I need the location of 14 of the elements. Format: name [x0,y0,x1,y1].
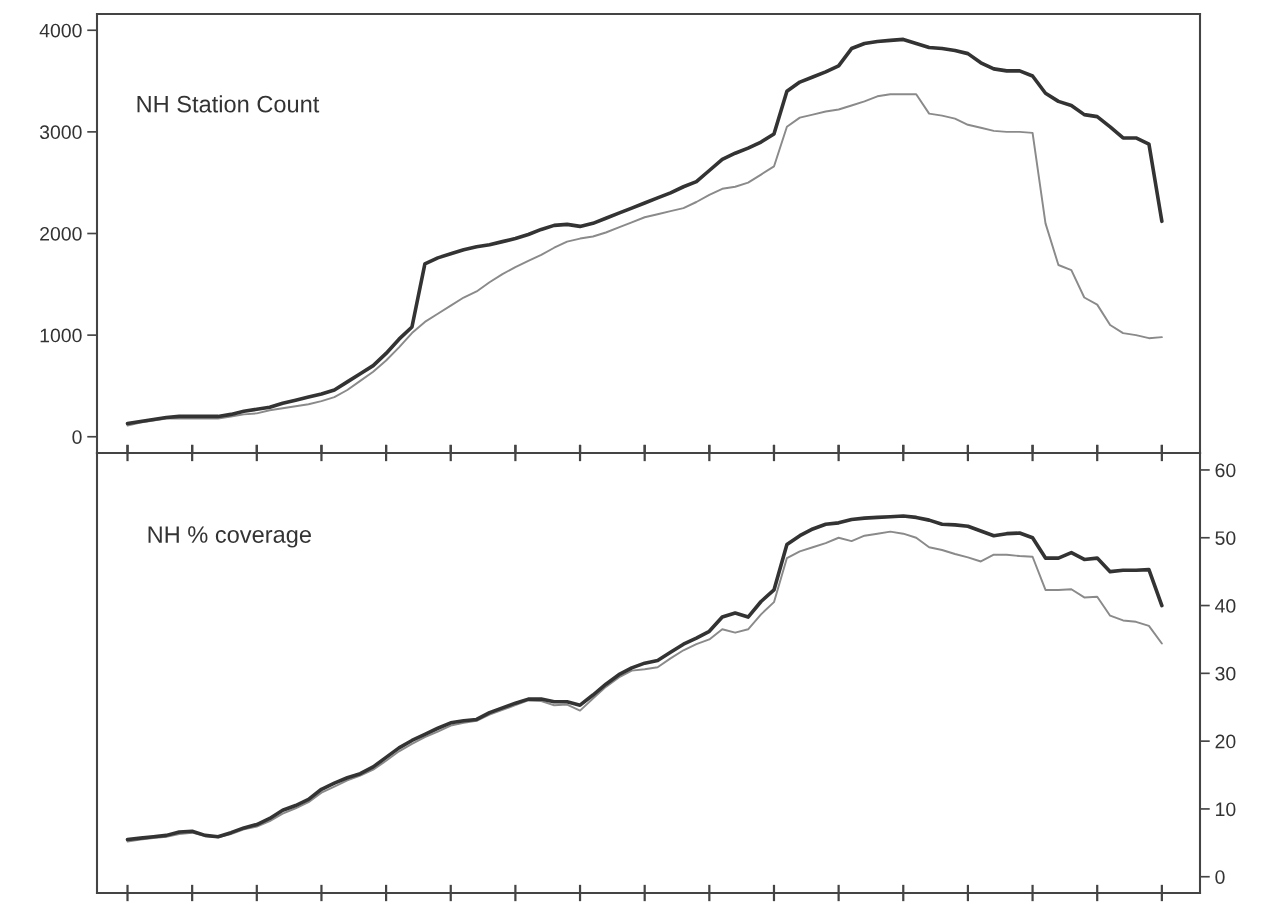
text: NH Station Count [137,95,320,113]
y-tick-label: 30 [1215,666,1236,681]
y-tick-label: 3000 [39,125,82,140]
y-tick-label: 0 [72,430,82,444]
y-tick-label: 20 [1215,734,1236,749]
y-tick-label: 2000 [40,226,82,241]
y-tick-label: 10 [1216,802,1236,817]
y-tick-label: 0 [1215,870,1225,884]
y-tick-label: 50 [1215,531,1236,545]
y-tick-label: 1000 [40,328,82,343]
text: NH % coverage [148,526,311,548]
y-tick-label: 4000 [39,23,82,38]
y-tick-label: 40 [1215,599,1236,613]
y-tick-label: 60 [1215,463,1236,478]
